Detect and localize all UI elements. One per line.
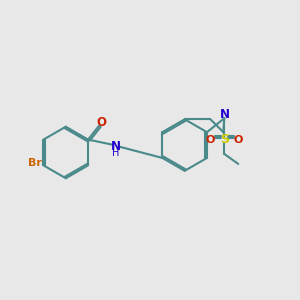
Text: O: O [233,135,243,145]
Text: H: H [112,148,119,158]
Text: O: O [206,135,215,145]
Text: S: S [220,133,229,146]
Text: Br: Br [28,158,41,168]
Text: N: N [220,108,230,121]
Text: O: O [96,116,106,129]
Text: N: N [111,140,121,153]
